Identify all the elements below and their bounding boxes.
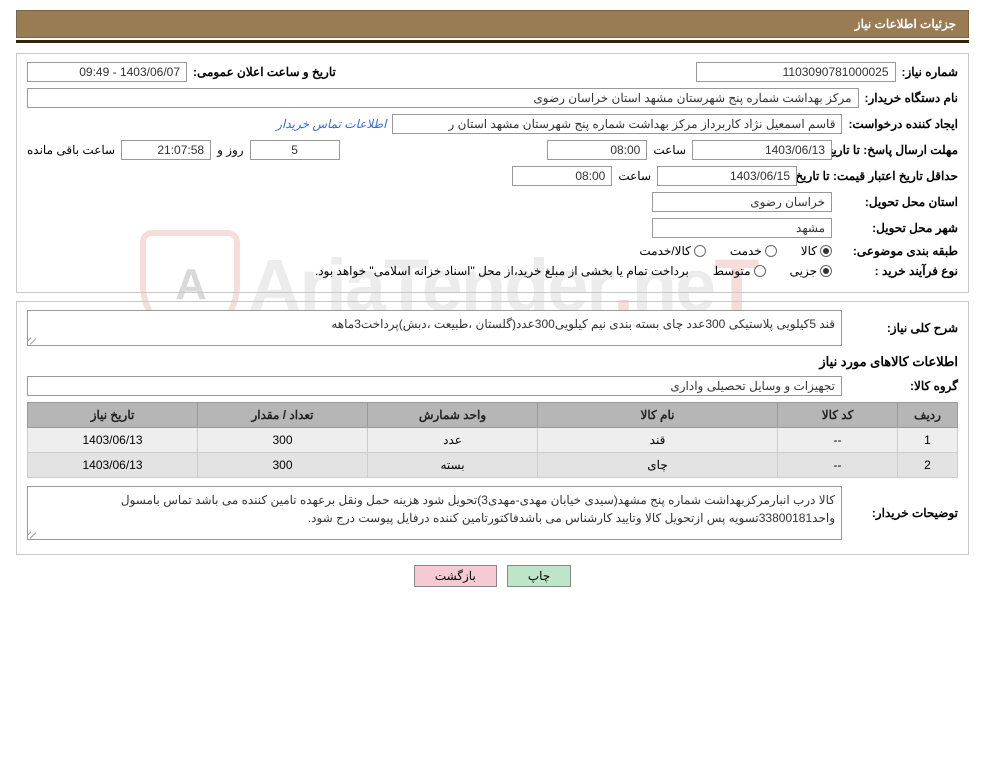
radio-partial[interactable]: جزیی (790, 264, 832, 278)
reply-hour-value: 08:00 (547, 140, 647, 160)
th-row: ردیف (898, 403, 958, 428)
th-qty: تعداد / مقدار (198, 403, 368, 428)
price-hour-value: 08:00 (512, 166, 612, 186)
resize-icon[interactable] (29, 528, 39, 538)
goods-table: ردیف کد کالا نام کالا واحد شمارش تعداد /… (27, 402, 958, 478)
print-button[interactable]: چاپ (507, 565, 571, 587)
need-number-label: شماره نیاز: (902, 65, 958, 79)
reply-deadline-label: مهلت ارسال پاسخ: تا تاریخ: (838, 143, 958, 157)
back-button[interactable]: بازگشت (414, 565, 497, 587)
requester-value: قاسم اسمعیل نژاد کاربرداز مرکز بهداشت شم… (392, 114, 842, 134)
need-number-value: 1103090781000025 (696, 62, 896, 82)
radio-both[interactable]: کالا/خدمت (639, 244, 705, 258)
announce-value: 1403/06/07 - 09:49 (27, 62, 187, 82)
contact-link[interactable]: اطلاعات تماس خریدار (276, 117, 386, 131)
buyer-org-label: نام دستگاه خریدار: (865, 91, 959, 105)
table-row: 1 -- قند عدد 300 1403/06/13 (28, 428, 958, 453)
price-valid-label: حداقل تاریخ اعتبار قیمت: تا تاریخ: (803, 169, 958, 183)
category-label: طبقه بندی موضوعی: (838, 244, 958, 258)
radio-medium[interactable]: متوسط (713, 264, 766, 278)
th-date: تاریخ نیاز (28, 403, 198, 428)
radio-goods[interactable]: کالا (801, 244, 832, 258)
notes-text[interactable]: کالا درب انبارمرکزبهداشت شماره پنج مشهد(… (27, 486, 842, 540)
desc-text[interactable]: قند 5کیلویی پلاستیکی 300عدد چای بسته بند… (27, 310, 842, 346)
description-section: شرح کلی نیاز: قند 5کیلویی پلاستیکی 300عد… (16, 301, 969, 555)
group-value: تجهیزات و وسایل تحصیلی واداری (27, 376, 842, 396)
hour-label-2: ساعت (618, 169, 651, 183)
requester-label: ایجاد کننده درخواست: (848, 117, 958, 131)
city-value: مشهد (652, 218, 832, 238)
th-name: نام کالا (538, 403, 778, 428)
group-label: گروه کالا: (848, 379, 958, 393)
th-code: کد کالا (778, 403, 898, 428)
reply-date-value: 1403/06/13 (692, 140, 832, 160)
purchase-type-label: نوع فرآیند خرید : (838, 264, 958, 278)
goods-info-title: اطلاعات کالاهای مورد نیاز (27, 354, 958, 370)
hour-label-1: ساعت (653, 143, 686, 157)
days-label: روز و (217, 143, 244, 157)
city-label: شهر محل تحویل: (838, 221, 958, 235)
remaining-label: ساعت باقی مانده (27, 143, 115, 157)
announce-label: تاریخ و ساعت اعلان عمومی: (193, 65, 336, 79)
notes-label: توضیحات خریدار: (848, 506, 958, 520)
buyer-org-value: مرکز بهداشت شماره پنج شهرستان مشهد استان… (27, 88, 859, 108)
countdown-value: 21:07:58 (121, 140, 211, 160)
page-header: جزئیات اطلاعات نیاز (16, 10, 969, 38)
resize-icon[interactable] (29, 334, 39, 344)
radio-service[interactable]: خدمت (730, 244, 777, 258)
province-value: خراسان رضوی (652, 192, 832, 212)
days-value: 5 (250, 140, 340, 160)
purchase-note: برداخت تمام یا بخشی از مبلغ خرید،از محل … (315, 264, 689, 278)
price-date-value: 1403/06/15 (657, 166, 797, 186)
header-underline (16, 40, 969, 43)
table-row: 2 -- چای بسته 300 1403/06/13 (28, 453, 958, 478)
details-section: شماره نیاز: 1103090781000025 تاریخ و ساع… (16, 53, 969, 293)
th-unit: واحد شمارش (368, 403, 538, 428)
desc-label: شرح کلی نیاز: (848, 321, 958, 335)
province-label: استان محل تحویل: (838, 195, 958, 209)
